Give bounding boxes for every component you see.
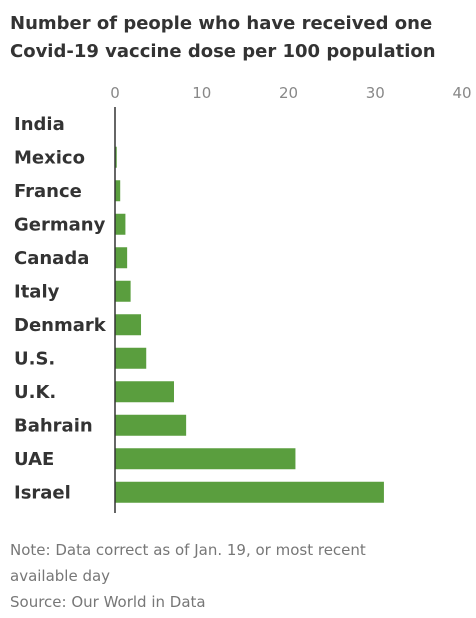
category-label: Denmark xyxy=(14,315,107,336)
bars xyxy=(115,146,384,503)
bar-italy xyxy=(115,280,131,302)
category-labels: India Mexico France Germany Canada Italy Denma… xyxy=(14,114,107,504)
bar-uae xyxy=(115,448,296,470)
x-tick-label: 40 xyxy=(452,84,471,102)
category-label: U.S. xyxy=(14,348,55,369)
bar-france xyxy=(115,180,121,202)
category-label: Israel xyxy=(14,482,71,503)
bar-u-s xyxy=(115,347,147,369)
bar-chart: 0 10 20 30 40 India Mexico France Germany Canada… xyxy=(14,84,472,513)
x-tick-label: 10 xyxy=(192,84,211,102)
bar-canada xyxy=(115,247,128,269)
category-label: Canada xyxy=(14,248,89,269)
note-line-2: available day xyxy=(10,567,111,585)
bar-israel xyxy=(115,481,384,503)
category-label: Mexico xyxy=(14,147,85,168)
chart-title-line-2: Covid-19 vaccine dose per 100 population xyxy=(10,41,436,62)
category-label: UAE xyxy=(14,449,54,470)
chart-footer: Note: Data correct as of Jan. 19, or mos… xyxy=(10,537,450,615)
x-tick-label: 30 xyxy=(366,84,385,102)
x-axis-ticks: 0 10 20 30 40 xyxy=(110,84,471,102)
bar-denmark xyxy=(115,314,142,336)
source-text: Source: Our World in Data xyxy=(10,593,206,611)
bar-bahrain xyxy=(115,414,187,436)
note-line-1: Note: Data correct as of Jan. 19, or mos… xyxy=(10,541,366,559)
x-tick-label: 20 xyxy=(279,84,298,102)
category-label: U.K. xyxy=(14,382,56,403)
chart-title: Number of people who have received one C… xyxy=(10,10,470,66)
category-label: Bahrain xyxy=(14,415,93,436)
bar-mexico xyxy=(115,146,117,168)
category-label: Italy xyxy=(14,281,60,302)
category-label: Germany xyxy=(14,214,106,235)
bar-germany xyxy=(115,213,126,235)
x-tick-label: 0 xyxy=(110,84,120,102)
chart-title-line-1: Number of people who have received one xyxy=(10,13,433,34)
category-label: France xyxy=(14,181,82,202)
category-label: India xyxy=(14,114,65,135)
bar-u-k xyxy=(115,381,174,403)
